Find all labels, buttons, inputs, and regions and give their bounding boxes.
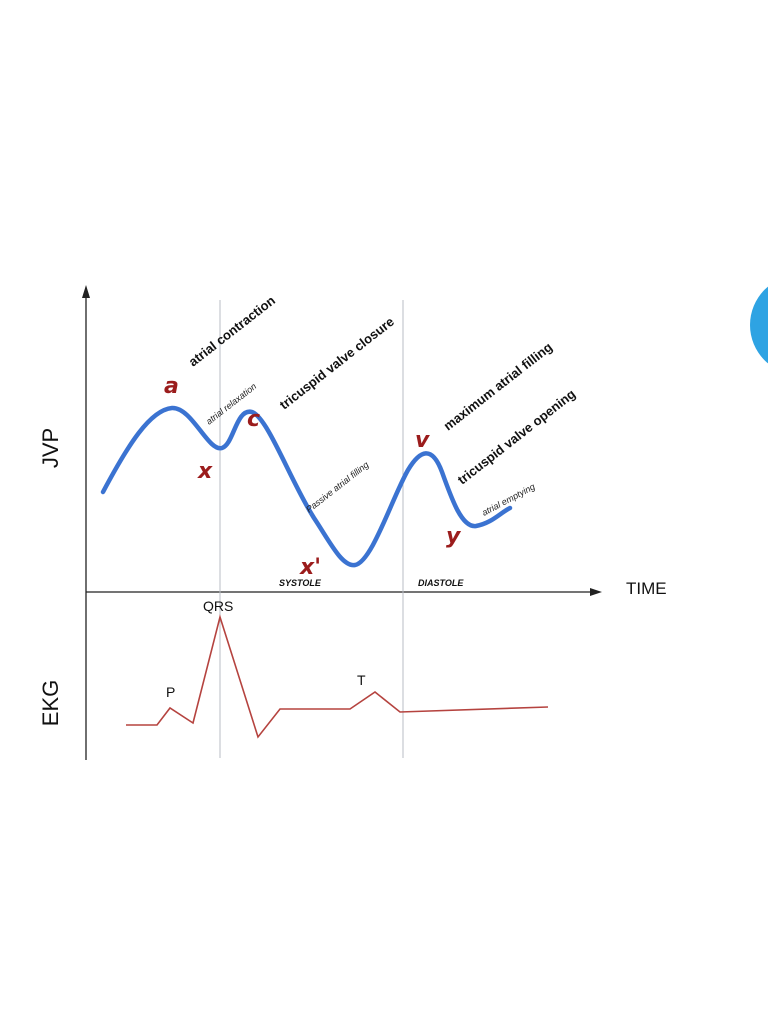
label-atrial-emptying: atrial emptying (480, 481, 536, 517)
wave-letter-x: x (197, 459, 213, 484)
jvp-axis-label: JVP (38, 428, 63, 468)
wave-letter-v: v (415, 428, 430, 453)
ekg-label-p: P (166, 684, 175, 700)
ekg-trace (126, 614, 549, 739)
wave-letter-c: c (247, 407, 260, 432)
decorative-circle (750, 286, 768, 364)
ekg-label-t: T (357, 672, 366, 688)
label-tricuspid-valve-closure: tricuspid valve closure (277, 314, 397, 413)
label-passive-atrial-filling: Passive atrial filling (304, 460, 370, 515)
time-axis-arrowhead (590, 588, 602, 596)
ekg-label-qrs: QRS (203, 598, 233, 614)
jvp-curve (100, 405, 513, 568)
wave-letter-x-prime: x' (299, 555, 321, 580)
label-atrial-contraction: atrial contraction (186, 293, 278, 370)
phase-diastole: DIASTOLE (418, 578, 464, 588)
y-axis-arrowhead (82, 285, 90, 298)
time-axis-label: TIME (626, 579, 667, 598)
wave-letter-a: a (164, 374, 179, 399)
phase-systole: SYSTOLE (279, 578, 322, 588)
ekg-axis-label: EKG (38, 680, 63, 726)
wave-letter-y: y (446, 524, 462, 549)
